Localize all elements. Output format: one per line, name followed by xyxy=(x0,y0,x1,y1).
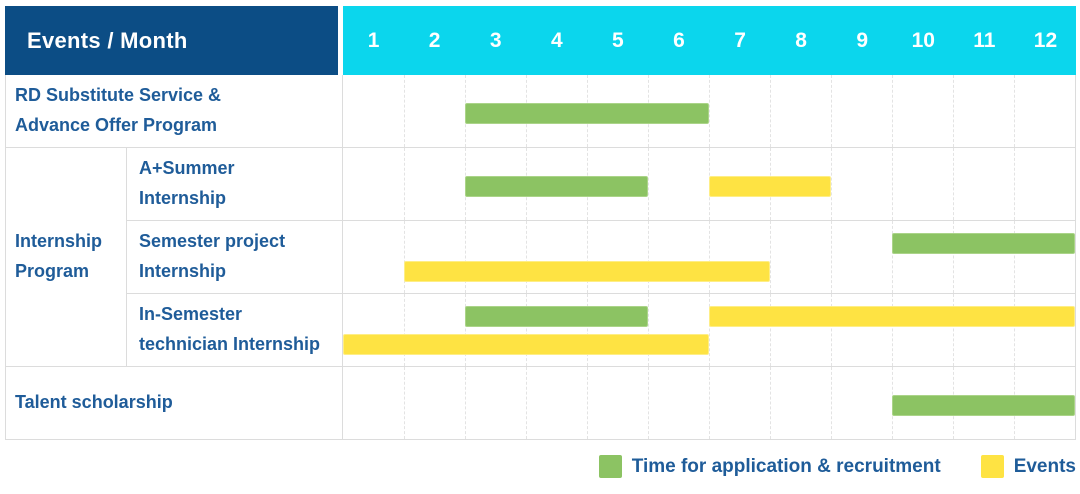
month-gridline xyxy=(831,148,832,220)
gantt-bar-event xyxy=(343,334,709,355)
row-label: A+Summer Internship xyxy=(126,148,342,221)
gantt-bar-event xyxy=(709,176,831,197)
month-gridline xyxy=(892,148,893,220)
month-gridline xyxy=(953,221,954,293)
month-gridline xyxy=(648,148,649,220)
month-gridline xyxy=(648,221,649,293)
month-gridline xyxy=(831,294,832,366)
gantt-bar-recruitment xyxy=(892,233,1075,254)
gantt-bar-event xyxy=(709,306,1075,327)
schedule-table: Events / Month 1 2 3 4 5 6 7 8 9 10 11 12 RD Substi… xyxy=(5,6,1076,440)
month-gridline xyxy=(1014,75,1015,147)
legend: Time for application & recruitment Events xyxy=(559,455,1076,478)
month-header-12: 12 xyxy=(1033,28,1058,52)
month-gridline xyxy=(892,221,893,293)
month-gridline xyxy=(709,367,710,439)
month-gridline xyxy=(404,75,405,147)
row-label: Semester project Internship xyxy=(126,221,342,294)
gantt-bar-event xyxy=(404,261,770,282)
month-gridline xyxy=(465,294,466,366)
month-header-10: 10 xyxy=(911,28,935,52)
schedule-body: RD Substitute Service & Advance Offer Pr… xyxy=(5,75,1076,440)
month-gridline xyxy=(465,221,466,293)
month-header-2: 2 xyxy=(428,28,441,52)
month-gridline xyxy=(1014,294,1015,366)
month-gridline xyxy=(770,367,771,439)
month-gridline xyxy=(831,75,832,147)
month-gridline xyxy=(526,221,527,293)
gantt-bar-recruitment xyxy=(465,176,648,197)
chart-row xyxy=(342,221,1075,294)
month-header-1: 1 xyxy=(367,28,380,52)
month-gridline xyxy=(526,294,527,366)
month-gridline xyxy=(404,294,405,366)
gantt-bar-recruitment xyxy=(465,103,709,124)
chart-row xyxy=(342,75,1075,148)
month-gridline xyxy=(709,294,710,366)
month-gridline xyxy=(404,148,405,220)
group-label-internship-program: Internship Program xyxy=(6,148,126,367)
table-header-row: Events / Month 1 2 3 4 5 6 7 8 9 10 11 12 xyxy=(5,6,1076,75)
month-gridline xyxy=(1014,148,1015,220)
month-gridline xyxy=(587,294,588,366)
row-label: RD Substitute Service & Advance Offer Pr… xyxy=(6,75,342,148)
month-header-11: 11 xyxy=(973,28,996,52)
month-header-3: 3 xyxy=(489,28,502,52)
month-header-6: 6 xyxy=(673,28,685,52)
month-gridline xyxy=(1014,221,1015,293)
month-gridline xyxy=(831,221,832,293)
chart-row xyxy=(342,148,1075,221)
legend-swatch-recruitment xyxy=(598,455,622,478)
month-header-7: 7 xyxy=(734,28,746,52)
chart-row xyxy=(342,367,1075,440)
legend-item-event: Events xyxy=(980,455,1076,478)
month-header-5: 5 xyxy=(612,28,624,52)
month-gridline xyxy=(587,221,588,293)
month-header-4: 4 xyxy=(550,28,563,52)
month-gridline xyxy=(953,75,954,147)
chart-row xyxy=(342,294,1075,367)
month-gridline xyxy=(465,367,466,439)
month-gridline xyxy=(526,367,527,439)
month-gridline xyxy=(587,367,588,439)
row-label: In-Semester technician Internship xyxy=(126,294,342,367)
legend-item-recruitment: Time for application & recruitment xyxy=(598,455,941,478)
month-gridline xyxy=(648,294,649,366)
month-gridline xyxy=(953,148,954,220)
month-gridline xyxy=(892,294,893,366)
month-gridline xyxy=(709,75,710,147)
month-gridline xyxy=(953,294,954,366)
month-gridline xyxy=(404,367,405,439)
legend-swatch-event xyxy=(980,455,1004,478)
month-gridline xyxy=(892,75,893,147)
gantt-bar-recruitment xyxy=(892,395,1075,416)
month-header-strip: 1 2 3 4 5 6 7 8 9 10 11 12 xyxy=(343,6,1076,75)
month-gridline xyxy=(709,221,710,293)
row-label: Talent scholarship xyxy=(6,367,342,440)
legend-label-recruitment: Time for application & recruitment xyxy=(631,455,941,477)
month-gridline xyxy=(770,294,771,366)
month-header-9: 9 xyxy=(856,28,869,52)
month-gridline xyxy=(770,75,771,147)
gantt-bar-recruitment xyxy=(465,306,648,327)
legend-label-event: Events xyxy=(1013,455,1076,477)
month-gridline xyxy=(770,221,771,293)
month-gridline xyxy=(831,367,832,439)
month-header-8: 8 xyxy=(795,28,807,52)
month-gridline xyxy=(648,367,649,439)
events-month-header-cell: Events / Month xyxy=(5,6,338,75)
month-gridline xyxy=(404,221,405,293)
